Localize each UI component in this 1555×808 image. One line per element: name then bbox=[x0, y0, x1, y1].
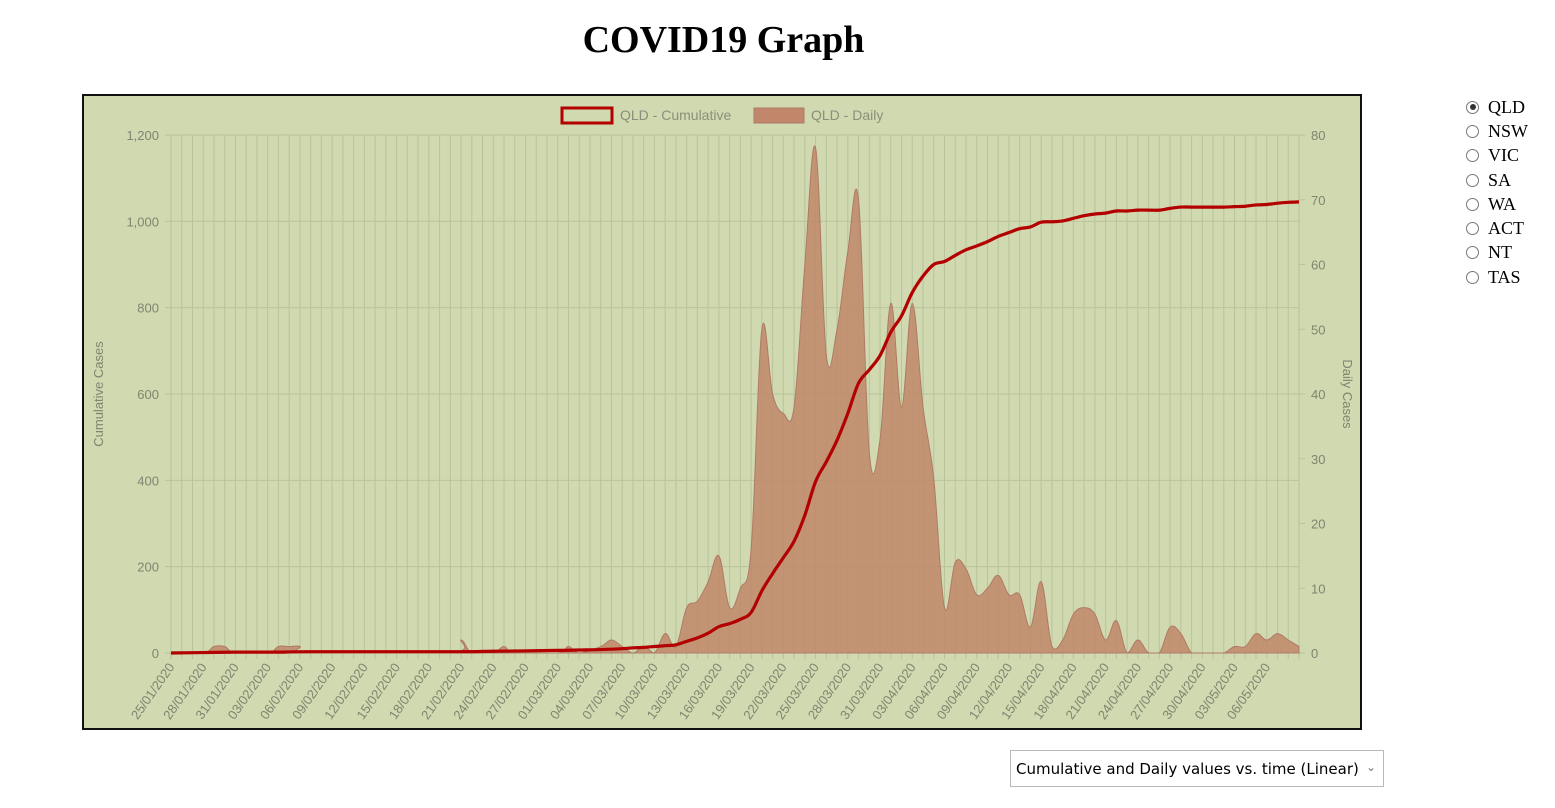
y-right-tick-label: 70 bbox=[1311, 193, 1325, 208]
radio-button[interactable] bbox=[1466, 222, 1479, 236]
state-option-nsw[interactable]: NSW bbox=[1466, 119, 1528, 143]
y-right-tick-label: 50 bbox=[1311, 322, 1325, 337]
state-option-vic[interactable]: VIC bbox=[1466, 144, 1528, 168]
state-option-act[interactable]: ACT bbox=[1466, 216, 1528, 240]
state-option-wa[interactable]: WA bbox=[1466, 192, 1528, 216]
radio-button[interactable] bbox=[1466, 100, 1479, 114]
radio-button[interactable] bbox=[1466, 149, 1479, 163]
y-left-tick-label: 1,000 bbox=[126, 214, 159, 229]
y-left-axis-title: Cumulative Cases bbox=[91, 341, 106, 447]
daily-area bbox=[170, 145, 1300, 654]
state-option-nt[interactable]: NT bbox=[1466, 241, 1528, 265]
legend-swatch-cumulative[interactable] bbox=[560, 106, 614, 125]
state-option-label: ACT bbox=[1488, 218, 1524, 239]
state-option-label: NT bbox=[1488, 242, 1512, 263]
view-mode-select[interactable]: Cumulative and Daily values vs. time (Li… bbox=[1010, 750, 1384, 787]
y-left-tick-label: 400 bbox=[137, 473, 159, 488]
y-left-tick-label: 0 bbox=[152, 646, 159, 661]
daily-series bbox=[170, 145, 1300, 654]
cumulative-series bbox=[170, 200, 1300, 655]
legend-label-daily[interactable]: QLD - Daily bbox=[811, 107, 883, 123]
page-title: COVID19 Graph bbox=[582, 19, 865, 61]
cumulative-line bbox=[170, 200, 1300, 655]
state-option-qld[interactable]: QLD bbox=[1466, 95, 1528, 119]
state-option-label: NSW bbox=[1488, 120, 1528, 141]
radio-button[interactable] bbox=[1466, 173, 1479, 187]
view-mode-value: Cumulative and Daily values vs. time (Li… bbox=[1016, 759, 1359, 778]
legend-swatch-daily[interactable] bbox=[753, 107, 805, 124]
y-right-tick-label: 80 bbox=[1311, 128, 1325, 143]
y-left-tick-label: 800 bbox=[137, 301, 159, 316]
radio-button[interactable] bbox=[1466, 246, 1479, 260]
y-right-tick-label: 10 bbox=[1311, 581, 1325, 596]
y-right-tick-label: 0 bbox=[1311, 646, 1318, 661]
radio-button[interactable] bbox=[1466, 270, 1479, 284]
state-option-label: SA bbox=[1488, 169, 1512, 190]
state-option-label: TAS bbox=[1488, 266, 1521, 287]
y-right-tick-label: 60 bbox=[1311, 258, 1325, 273]
radio-button[interactable] bbox=[1466, 197, 1479, 211]
y-left-tick-label: 600 bbox=[137, 387, 159, 402]
state-option-tas[interactable]: TAS bbox=[1466, 265, 1528, 289]
chart-svg: 0 200 400 600 800 1,000 1,200 0 10 20 30 40 50 60 70 80… bbox=[91, 106, 1355, 722]
y-right-tick-label: 20 bbox=[1311, 517, 1325, 532]
chart-frame: 0 200 400 600 800 1,000 1,200 0 10 20 30 40 50 60 70 80… bbox=[82, 94, 1362, 730]
y-left-tick-label: 200 bbox=[137, 560, 159, 575]
y-left-tick-label: 1,200 bbox=[126, 128, 159, 143]
grid-layer bbox=[165, 134, 1305, 659]
chevron-down-icon: ⌄ bbox=[1365, 760, 1376, 774]
state-option-label: VIC bbox=[1488, 145, 1519, 166]
state-radio-group[interactable]: QLD NSW VIC SA WA ACT NT TAS bbox=[1466, 95, 1528, 289]
y-right-axis-title: Daily Cases bbox=[1340, 359, 1355, 429]
legend[interactable]: QLD - Cumulative QLD - Daily bbox=[560, 106, 883, 125]
legend-label-cumulative[interactable]: QLD - Cumulative bbox=[620, 107, 731, 123]
y-right-tick-label: 30 bbox=[1311, 452, 1325, 467]
state-option-sa[interactable]: SA bbox=[1466, 168, 1528, 192]
y-right-tick-label: 40 bbox=[1311, 387, 1325, 402]
state-option-label: WA bbox=[1488, 193, 1516, 214]
radio-button[interactable] bbox=[1466, 124, 1479, 138]
state-option-label: QLD bbox=[1488, 96, 1525, 117]
